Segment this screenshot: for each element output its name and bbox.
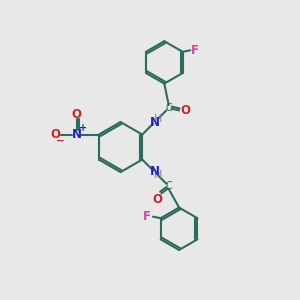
Text: O: O	[152, 194, 162, 206]
Text: O: O	[72, 108, 82, 121]
Text: N: N	[150, 116, 160, 129]
Text: F: F	[191, 44, 199, 57]
Text: C: C	[165, 181, 172, 191]
Text: +: +	[79, 123, 87, 133]
Text: H: H	[154, 114, 162, 124]
Text: O: O	[51, 128, 61, 141]
Text: −: −	[56, 136, 65, 146]
Text: H: H	[154, 170, 162, 181]
Text: N: N	[72, 128, 82, 141]
Text: F: F	[143, 210, 151, 223]
Text: O: O	[181, 104, 190, 118]
Text: N: N	[150, 165, 160, 178]
Text: C: C	[165, 103, 172, 113]
